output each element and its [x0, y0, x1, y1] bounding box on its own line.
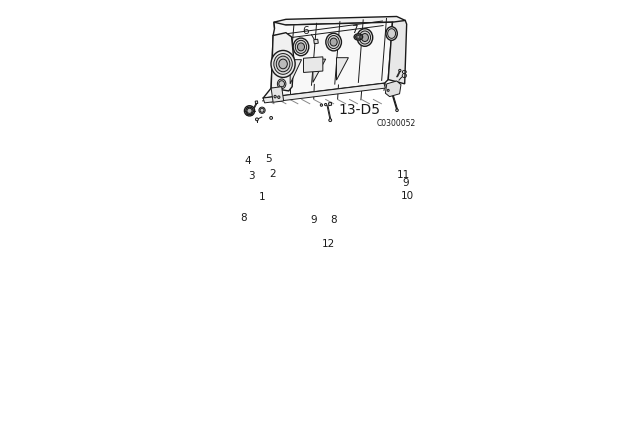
Ellipse shape	[359, 31, 371, 44]
Ellipse shape	[274, 95, 276, 98]
Ellipse shape	[260, 108, 264, 112]
Text: 8: 8	[240, 213, 246, 223]
Ellipse shape	[293, 38, 308, 56]
Ellipse shape	[326, 33, 342, 51]
Ellipse shape	[386, 27, 397, 40]
Polygon shape	[388, 21, 406, 84]
Polygon shape	[314, 39, 318, 44]
Text: 9: 9	[403, 178, 409, 188]
Polygon shape	[385, 81, 401, 97]
Polygon shape	[255, 101, 258, 104]
Text: 3: 3	[248, 171, 255, 181]
Ellipse shape	[388, 29, 396, 39]
Text: 5: 5	[265, 154, 271, 164]
Ellipse shape	[247, 108, 252, 113]
Ellipse shape	[271, 51, 295, 78]
Text: 12: 12	[322, 239, 335, 249]
Ellipse shape	[399, 69, 401, 72]
Ellipse shape	[356, 36, 360, 38]
Ellipse shape	[329, 119, 332, 121]
Text: 10: 10	[401, 191, 414, 201]
Ellipse shape	[324, 103, 327, 106]
Ellipse shape	[320, 104, 323, 106]
Text: 8: 8	[330, 215, 337, 225]
Ellipse shape	[279, 81, 285, 87]
Ellipse shape	[387, 89, 389, 91]
Text: 7: 7	[351, 25, 357, 35]
Text: 13-D5: 13-D5	[339, 103, 381, 117]
Ellipse shape	[246, 107, 253, 115]
Ellipse shape	[277, 79, 286, 89]
Polygon shape	[263, 83, 385, 103]
Ellipse shape	[357, 29, 372, 46]
Ellipse shape	[355, 35, 361, 39]
Ellipse shape	[295, 40, 307, 53]
Text: 6: 6	[303, 26, 309, 36]
Ellipse shape	[362, 34, 369, 42]
Ellipse shape	[278, 96, 280, 99]
Polygon shape	[271, 86, 284, 102]
Text: 1: 1	[259, 192, 266, 202]
Polygon shape	[271, 33, 294, 91]
Text: 8: 8	[401, 70, 407, 80]
Ellipse shape	[259, 107, 265, 113]
Text: 11: 11	[396, 170, 410, 180]
Ellipse shape	[276, 56, 290, 72]
Polygon shape	[274, 17, 405, 28]
Text: 9: 9	[310, 215, 317, 225]
Ellipse shape	[269, 116, 273, 119]
Ellipse shape	[354, 34, 363, 40]
Ellipse shape	[244, 106, 255, 116]
Text: C0300052: C0300052	[377, 119, 417, 128]
Ellipse shape	[279, 59, 287, 69]
Polygon shape	[263, 22, 392, 99]
Ellipse shape	[330, 38, 337, 46]
Ellipse shape	[396, 109, 398, 112]
Ellipse shape	[252, 110, 253, 112]
Ellipse shape	[274, 54, 292, 74]
Polygon shape	[290, 60, 301, 84]
Polygon shape	[328, 102, 332, 106]
Ellipse shape	[255, 118, 259, 121]
Ellipse shape	[328, 35, 339, 48]
Text: 4: 4	[244, 156, 251, 166]
Polygon shape	[303, 57, 323, 73]
Polygon shape	[337, 58, 348, 80]
Text: 2: 2	[269, 169, 276, 179]
Polygon shape	[313, 59, 326, 82]
Ellipse shape	[314, 41, 317, 43]
Ellipse shape	[298, 43, 305, 51]
